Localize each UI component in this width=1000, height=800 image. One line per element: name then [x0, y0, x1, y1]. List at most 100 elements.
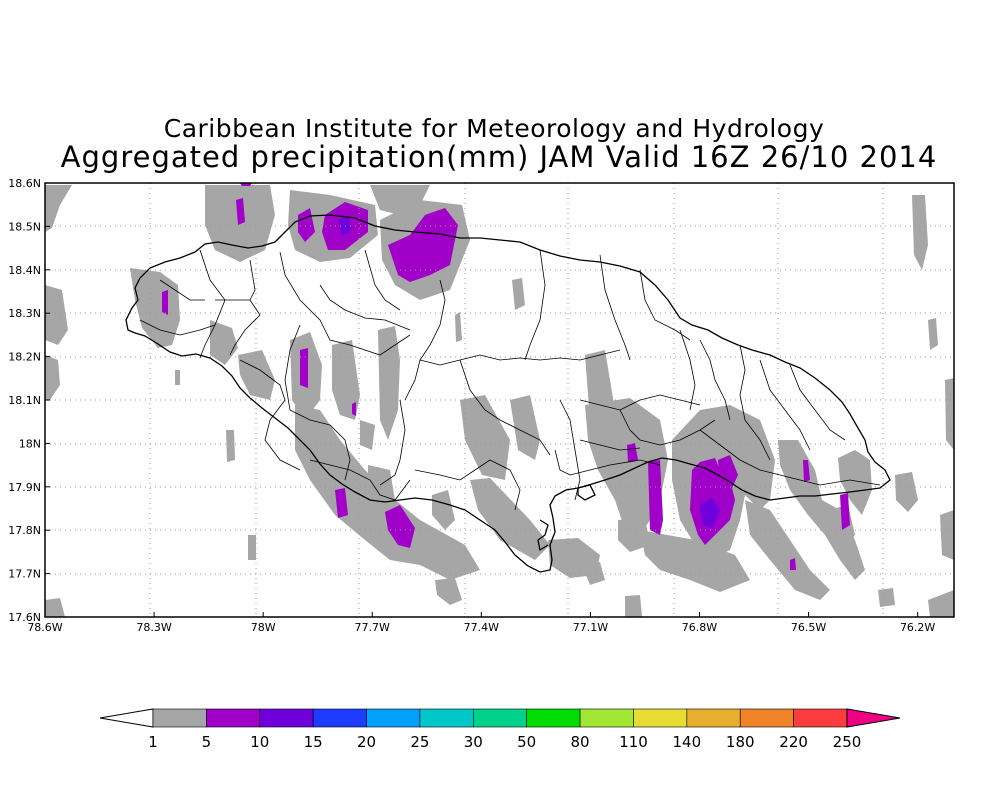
precip-area	[912, 195, 928, 270]
precip-area	[45, 355, 60, 400]
parish-boundary	[139, 319, 216, 336]
y-tick-label: 17.9N	[8, 481, 41, 494]
colorbar-label: 220	[779, 733, 808, 751]
precip-area	[300, 348, 308, 388]
y-tick-label: 18.3N	[8, 307, 41, 320]
colorbar-label: 15	[304, 733, 323, 751]
precip-area	[360, 420, 375, 450]
colorbar-segment	[579, 708, 634, 728]
parish-boundary	[159, 279, 205, 301]
precip-area	[700, 498, 720, 528]
parish-boundary	[579, 439, 641, 451]
colorbar-segment	[739, 708, 794, 728]
harbour-outline	[577, 484, 596, 501]
parish-boundary	[239, 359, 301, 471]
precip-area	[248, 535, 256, 560]
precip-area	[585, 398, 668, 535]
map-title: Caribbean Institute for Meteorology and …	[163, 114, 825, 143]
precip-area	[45, 185, 72, 232]
precip-area	[510, 395, 540, 460]
parish-boundary	[639, 269, 691, 341]
parish-boundary	[284, 324, 351, 481]
harbour-outline	[537, 519, 549, 552]
plot-frame	[44, 182, 955, 618]
precip-area	[512, 278, 525, 310]
parish-boundary	[579, 394, 701, 411]
precip-area	[470, 478, 550, 560]
y-tick-label: 18.6N	[8, 177, 41, 190]
parish-boundary	[319, 284, 411, 331]
colorbar-label: 5	[202, 733, 212, 751]
colorbar-segment	[793, 708, 848, 728]
precip-area	[928, 318, 938, 350]
parish-boundary	[679, 329, 696, 411]
colorbar-label: 50	[517, 733, 536, 751]
colorbar-segment	[473, 708, 527, 728]
parish-boundary	[364, 249, 401, 311]
colorbar-segment	[419, 708, 474, 728]
colorbar-segment	[152, 708, 207, 728]
y-tick-label: 17.7N	[8, 568, 41, 581]
colorbar-segment	[526, 708, 581, 728]
precip-area	[435, 578, 462, 605]
precip-area	[236, 198, 245, 225]
precip-area	[640, 530, 750, 592]
map-subtitle: Aggregated precipitation(mm) JAM Valid 1…	[60, 140, 938, 174]
precip-area	[460, 395, 510, 480]
colorbar-label: 20	[357, 733, 376, 751]
colorbar-label: 25	[410, 733, 429, 751]
colorbar-label: 140	[673, 733, 702, 751]
colorbar-over-arrow	[846, 708, 901, 728]
precip-area	[175, 370, 180, 385]
parish-boundary	[459, 359, 551, 456]
precip-area	[840, 493, 850, 530]
parish-boundary	[559, 399, 581, 501]
parish-boundary	[199, 249, 226, 359]
map-grid	[45, 183, 954, 617]
colorbar-segment	[312, 708, 367, 728]
colorbar-segment	[259, 708, 314, 728]
precip-area	[627, 443, 638, 462]
jamaica-coastline	[125, 214, 891, 573]
precip-area	[582, 562, 605, 585]
coastline	[125, 214, 891, 573]
y-tick-label: 18.4N	[8, 264, 41, 277]
parish-boundary	[419, 349, 621, 366]
x-tick-label: 76.5W	[791, 621, 826, 634]
colorbar-segment	[206, 708, 261, 728]
colorbar-label: 250	[833, 733, 862, 751]
y-tick-label: 18.5N	[8, 220, 41, 233]
precip-area	[803, 460, 810, 482]
colorbar-label: 180	[726, 733, 755, 751]
precip-area	[335, 488, 348, 518]
x-axis-labels: 78.6W 78.3W 78W 77.7W 77.4W 77.1W 76.8W 76.5W 76…	[27, 621, 935, 634]
precip-area	[718, 455, 738, 488]
y-tick-label: 18N	[19, 437, 41, 450]
parish-boundary	[414, 459, 521, 511]
parish-boundary	[554, 449, 661, 476]
parish-boundary	[279, 251, 411, 356]
parish-boundary	[599, 254, 631, 361]
parish-boundary	[759, 359, 811, 451]
precip-area	[778, 440, 865, 580]
x-tick-label: 78.3W	[136, 621, 171, 634]
precip-area	[895, 472, 918, 512]
precip-area	[928, 590, 954, 617]
colorbar: 1 5 10 15 20 25 30 50 80 110 140 180 220 250	[99, 708, 901, 751]
colorbar-label: 30	[464, 733, 483, 751]
precip-area	[368, 465, 395, 505]
precip-area	[385, 505, 415, 548]
parish-boundary	[309, 459, 411, 501]
parish-boundaries	[139, 249, 881, 511]
precip-area	[838, 450, 872, 515]
precip-heavy-areas	[338, 216, 720, 528]
precip-area	[45, 598, 65, 617]
precip-area	[940, 510, 954, 560]
colorbar-label: 80	[571, 733, 590, 751]
parish-boundary	[215, 299, 261, 356]
precip-area	[648, 460, 663, 535]
x-tick-label: 76.8W	[682, 621, 717, 634]
colorbar-label: 10	[250, 733, 269, 751]
y-axis-labels: 18.6N 18.5N 18.4N 18.3N 18.2N 18.1N 18N 17.9N 17…	[8, 177, 41, 624]
